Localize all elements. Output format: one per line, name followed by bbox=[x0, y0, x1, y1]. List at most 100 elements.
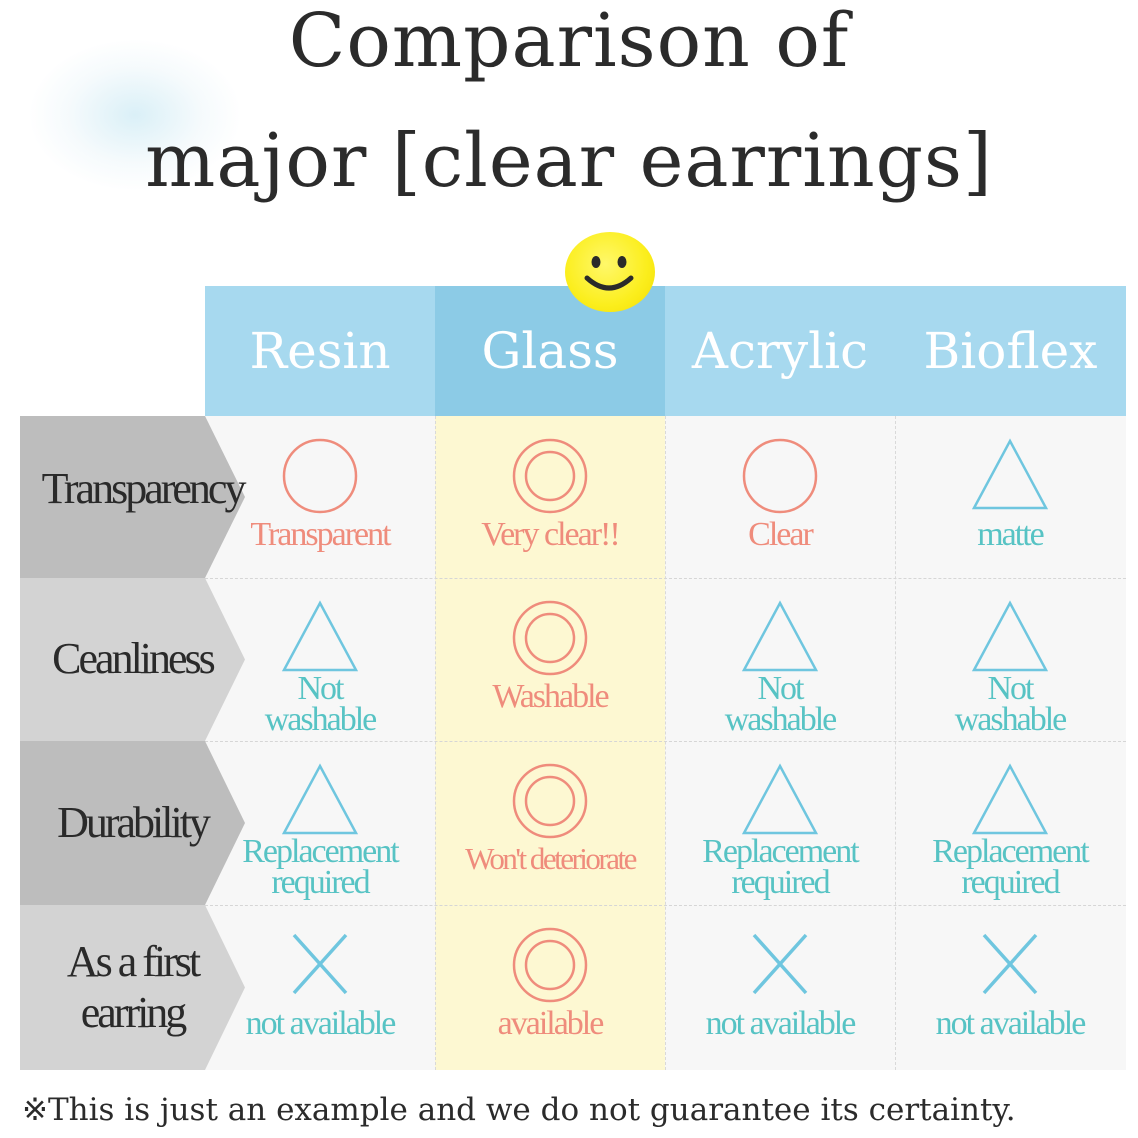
cell-label-line: Replacement bbox=[932, 833, 1089, 870]
cell-label: Won't deteriorate bbox=[435, 841, 665, 876]
table-cell: Clear bbox=[665, 416, 895, 579]
circle-icon bbox=[742, 438, 818, 514]
table-cell: Won't deteriorate bbox=[435, 741, 665, 904]
cell-label: Replacement required bbox=[205, 833, 435, 901]
cell-label-line: matte bbox=[977, 516, 1045, 553]
cell-label: Transparent bbox=[205, 516, 435, 553]
cell-label: Replacement required bbox=[895, 833, 1125, 901]
table-cell: not available bbox=[665, 905, 895, 1068]
triangle-icon bbox=[971, 438, 1049, 510]
table-cell: Not washable bbox=[665, 578, 895, 741]
table-cell: Replacement required bbox=[205, 741, 435, 904]
column-divider bbox=[895, 416, 896, 1070]
cell-label-line: Won't deteriorate bbox=[465, 841, 637, 876]
table-cell: available bbox=[435, 905, 665, 1068]
row-divider bbox=[205, 741, 1126, 742]
cell-label-line: Washable bbox=[492, 678, 609, 715]
table-cell: not available bbox=[205, 905, 435, 1068]
table-cell: Not washable bbox=[205, 578, 435, 741]
cell-label-line: required bbox=[731, 863, 830, 901]
row-label: Transparency bbox=[20, 416, 247, 578]
cell-label-line: Replacement bbox=[242, 833, 399, 870]
row-label: As a first earring bbox=[20, 905, 245, 1070]
decorative-blur bbox=[30, 40, 240, 190]
row-label-arrow-shape bbox=[20, 578, 245, 741]
double-circle-icon bbox=[512, 763, 588, 839]
column-header-bioflex: Bioflex bbox=[923, 322, 1098, 380]
cell-label: not available bbox=[895, 1005, 1125, 1042]
cross-icon bbox=[982, 933, 1038, 995]
row-label-text: Transparency bbox=[41, 463, 247, 513]
cell-label-line: available bbox=[497, 1005, 605, 1042]
row-label: Durability bbox=[20, 741, 245, 905]
cell-label: Replacement required bbox=[665, 833, 895, 901]
disclaimer-footnote: ※This is just an example and we do not g… bbox=[22, 1092, 1016, 1128]
circle-icon bbox=[282, 438, 358, 514]
row-label-arrow-shape bbox=[20, 416, 245, 578]
table-cell: Replacement required bbox=[895, 741, 1125, 904]
cell-label: matte bbox=[895, 516, 1125, 553]
column-header-row bbox=[205, 286, 1126, 416]
row-label-arrow-shape bbox=[20, 905, 245, 1070]
cell-label-line: Transparent bbox=[250, 516, 391, 553]
cell-label-line: required bbox=[271, 863, 370, 901]
column-header-acrylic: Acrylic bbox=[691, 322, 869, 380]
table-cell: Transparent bbox=[205, 416, 435, 579]
column-header-resin: Resin bbox=[249, 322, 391, 380]
smiley-face-icon bbox=[565, 232, 655, 312]
row-label: Ceanliness bbox=[20, 578, 245, 741]
row-divider bbox=[205, 578, 1126, 579]
table-cell: Not washable bbox=[895, 578, 1125, 741]
triangle-icon bbox=[971, 763, 1049, 835]
row-divider bbox=[205, 905, 1126, 906]
row-label-text: Durability bbox=[57, 797, 211, 847]
cell-label-line: Replacement bbox=[702, 833, 859, 870]
cell-label-line: not available bbox=[705, 1005, 857, 1042]
cell-label-line: not available bbox=[245, 1005, 397, 1042]
cell-label: Washable bbox=[435, 678, 665, 715]
highlight-column-bg bbox=[435, 416, 665, 1070]
cell-label: not available bbox=[205, 1005, 435, 1042]
column-divider bbox=[435, 416, 436, 1070]
cell-label: Clear bbox=[665, 516, 895, 553]
triangle-icon bbox=[281, 600, 359, 672]
row-label-text: earring bbox=[80, 987, 188, 1037]
table-cell: Very clear!! bbox=[435, 416, 665, 579]
cross-icon bbox=[292, 933, 348, 995]
page-title-line-1: Comparison of bbox=[288, 0, 850, 84]
double-circle-icon bbox=[512, 927, 588, 1003]
cell-label-line: Not bbox=[757, 670, 805, 707]
row-label-arrow-shape bbox=[20, 741, 245, 905]
cell-label-line: Very clear!! bbox=[481, 516, 620, 553]
table-cell: not available bbox=[895, 905, 1125, 1068]
cell-label-line: not available bbox=[935, 1005, 1087, 1042]
double-circle-icon bbox=[512, 438, 588, 514]
cell-label-line: Not bbox=[987, 670, 1035, 707]
row-label-text: As a first bbox=[66, 936, 201, 986]
cell-label: Not washable bbox=[895, 670, 1125, 738]
triangle-icon bbox=[971, 600, 1049, 672]
table-cell: Replacement required bbox=[665, 741, 895, 904]
cell-label: Very clear!! bbox=[435, 516, 665, 553]
cell-label-line: required bbox=[961, 863, 1060, 901]
double-circle-icon bbox=[512, 600, 588, 676]
cell-label-line: Clear bbox=[748, 516, 814, 553]
column-header-glass: Glass bbox=[435, 286, 665, 416]
cell-label: Not washable bbox=[665, 670, 895, 738]
cross-icon bbox=[752, 933, 808, 995]
cell-label: Not washable bbox=[205, 670, 435, 738]
cell-label-line: Not bbox=[297, 670, 345, 707]
cell-label: not available bbox=[665, 1005, 895, 1042]
cell-label: available bbox=[435, 1005, 665, 1042]
page-title-line-2: major [clear earrings] bbox=[145, 118, 993, 204]
triangle-icon bbox=[741, 763, 819, 835]
table-cell: matte bbox=[895, 416, 1125, 579]
cell-label-line: washable bbox=[264, 700, 378, 738]
table-cell: Washable bbox=[435, 578, 665, 741]
row-label-text: Ceanliness bbox=[52, 634, 216, 684]
column-divider bbox=[665, 416, 666, 1070]
triangle-icon bbox=[741, 600, 819, 672]
triangle-icon bbox=[281, 763, 359, 835]
cell-label-line: washable bbox=[954, 700, 1068, 738]
cell-label-line: washable bbox=[724, 700, 838, 738]
